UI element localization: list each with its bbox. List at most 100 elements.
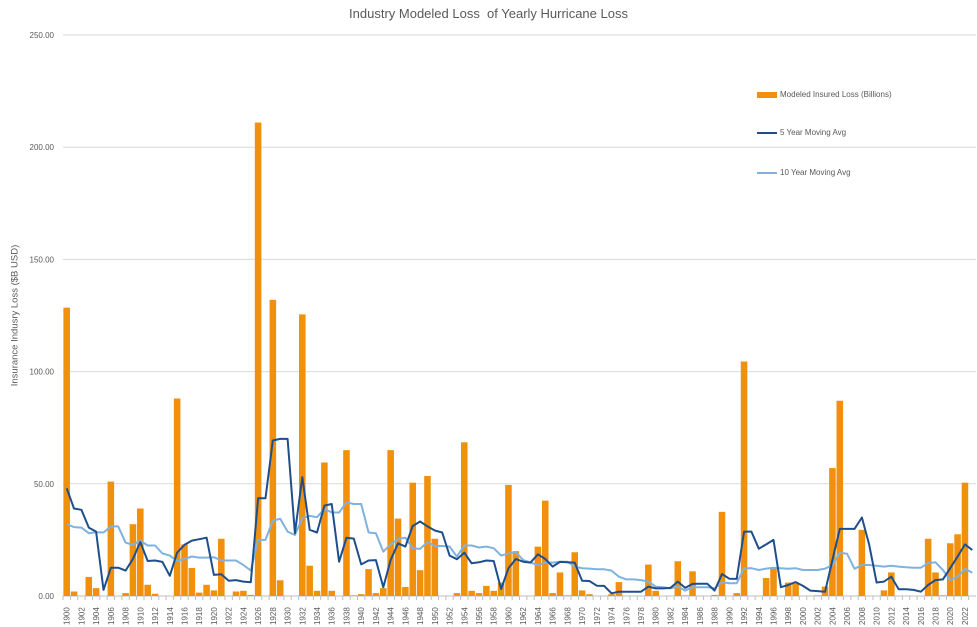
- bar-2002: [814, 595, 821, 596]
- x-tick-label: 1942: [372, 607, 381, 625]
- bar-1916: [181, 544, 188, 596]
- bar-1983: [674, 561, 682, 596]
- legend-item-ma10: 10 Year Moving Avg: [757, 168, 851, 177]
- bar-1967: [556, 572, 564, 596]
- x-tick-label: 2020: [946, 607, 955, 625]
- bar-1999: [792, 583, 799, 596]
- x-tick-label: 1920: [210, 607, 219, 625]
- bar-1956: [475, 593, 483, 596]
- x-tick-label: 1934: [313, 607, 322, 625]
- x-tick-label: 1940: [357, 607, 366, 625]
- bar-2022: [961, 482, 969, 596]
- bar-1958: [490, 590, 498, 596]
- bar-1917: [188, 567, 196, 596]
- bar-2017: [924, 538, 932, 596]
- bar-1988: [711, 594, 718, 596]
- x-tick-label: 1996: [770, 607, 779, 625]
- bar-1965: [541, 500, 549, 596]
- x-tick-label: 1912: [151, 607, 160, 625]
- y-tick-label: 50.00: [34, 480, 55, 489]
- y-tick-label: 0.00: [38, 592, 54, 601]
- bar-1925: [247, 594, 255, 596]
- bar-1926: [254, 122, 262, 597]
- legend-item-bars: Modeled Insured Loss (Billions): [757, 90, 892, 99]
- x-tick-label: 1932: [298, 607, 307, 625]
- x-tick-label: 1980: [652, 607, 661, 625]
- bar-1918: [195, 592, 203, 596]
- bar-1957: [483, 585, 490, 596]
- x-tick-label: 1960: [504, 607, 513, 625]
- x-tick-label: 1902: [77, 607, 86, 625]
- bar-1964: [534, 546, 542, 596]
- bar-1900: [63, 307, 70, 596]
- bar-2004: [829, 468, 836, 596]
- x-tick-label: 1938: [342, 607, 351, 625]
- x-tick-label: 1916: [180, 607, 189, 625]
- bar-1949: [424, 475, 431, 596]
- x-tick-label: 1972: [593, 607, 602, 625]
- bar-1901: [70, 591, 78, 596]
- x-tick-label: 1928: [269, 607, 278, 625]
- x-tick-label: 1954: [460, 607, 469, 625]
- bar-1975: [615, 582, 623, 596]
- bar-1979: [645, 564, 652, 596]
- bar-1921: [218, 538, 225, 596]
- y-tick-label: 200.00: [30, 143, 55, 152]
- x-tick-label: 1998: [784, 607, 793, 625]
- x-tick-label: 2006: [843, 607, 852, 625]
- bar-2019: [939, 595, 947, 596]
- bar-1943: [380, 588, 387, 596]
- bar-1948: [416, 570, 424, 596]
- x-tick-label: 1962: [519, 607, 528, 625]
- bar-1960: [505, 484, 512, 596]
- bar-1992: [740, 361, 748, 596]
- bar-1995: [762, 578, 770, 596]
- bar-1920: [210, 590, 218, 596]
- bar-1991: [733, 593, 740, 596]
- x-tick-label: 1988: [711, 607, 720, 625]
- line-10yr-moving-avg: [66, 501, 973, 592]
- bar-1904: [92, 588, 100, 596]
- legend-label: 5 Year Moving Avg: [780, 128, 847, 137]
- bar-1953: [453, 593, 461, 596]
- x-tick-label: 1976: [622, 607, 631, 625]
- x-tick-label: 2008: [858, 607, 867, 625]
- x-tick-label: 1968: [563, 607, 572, 625]
- line-5yr-moving-avg: [65, 437, 973, 595]
- x-tick-label: 1926: [254, 607, 263, 625]
- bar-2018: [932, 572, 939, 596]
- x-tick-label: 1986: [696, 607, 705, 625]
- legend-line-swatch: [757, 131, 777, 134]
- bar-1944: [387, 450, 394, 596]
- bar-1968: [564, 595, 571, 596]
- bar-1919: [203, 584, 210, 596]
- bar-1984: [681, 595, 689, 596]
- bar-1940: [357, 594, 365, 596]
- x-tick-label: 2012: [887, 607, 896, 625]
- bar-1938: [343, 450, 350, 596]
- x-tick-label: 1948: [416, 607, 425, 625]
- bar-1911: [144, 584, 151, 596]
- bar-1936: [328, 590, 336, 596]
- x-tick-label: 1984: [681, 607, 690, 625]
- bar-1954: [460, 442, 468, 596]
- legend-label: 10 Year Moving Avg: [780, 168, 851, 177]
- bar-2021: [954, 534, 961, 596]
- legend-item-ma5: 5 Year Moving Avg: [757, 128, 846, 137]
- bar-1946: [402, 587, 409, 596]
- x-tick-label: 1918: [195, 607, 204, 625]
- bar-1974: [608, 594, 615, 596]
- x-tick-label: 1906: [107, 607, 116, 625]
- y-tick-label: 250.00: [30, 31, 55, 40]
- bar-1961: [512, 551, 520, 596]
- x-tick-label: 1992: [740, 607, 749, 625]
- y-tick-label: 100.00: [30, 368, 55, 377]
- x-tick-label: 1950: [431, 607, 440, 625]
- x-tick-label: 1970: [578, 607, 587, 625]
- x-tick-label: 1922: [225, 607, 234, 625]
- legend-label: Modeled Insured Loss (Billions): [780, 90, 892, 99]
- x-tick-label: 1990: [725, 607, 734, 625]
- bar-1924: [240, 590, 247, 596]
- x-tick-label: 2014: [902, 607, 911, 625]
